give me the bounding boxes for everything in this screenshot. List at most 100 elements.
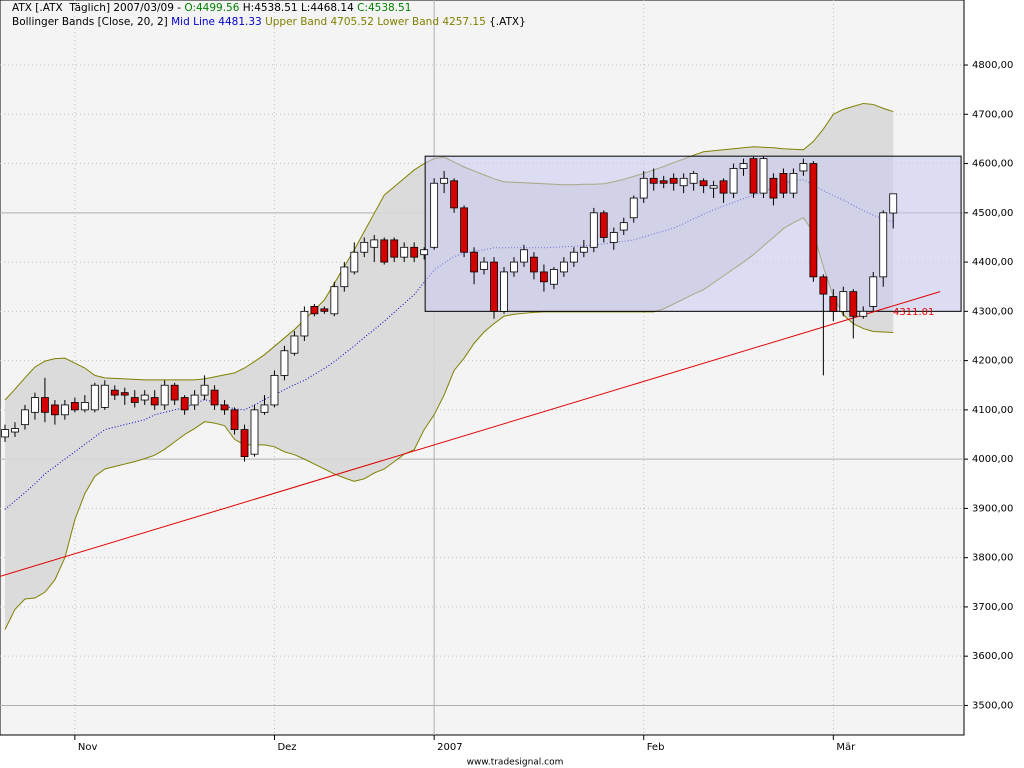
y-tick-label: 4800,00 [972, 60, 1013, 71]
candle-body [280, 350, 289, 376]
x-tick-label: Feb [647, 742, 665, 753]
candle-body [839, 291, 848, 312]
candle-body [390, 239, 399, 258]
candle-body [859, 310, 868, 317]
candle-body [530, 256, 538, 273]
candle-body [210, 389, 219, 406]
candle-body [51, 404, 59, 416]
y-tick-label: 3700,00 [972, 602, 1013, 613]
legend-line: Bollinger Bands [Close, 20, 2] Mid Line … [12, 16, 526, 28]
trend-label: 4311.01 [893, 307, 934, 318]
candle-body [589, 212, 598, 248]
y-tick-label: 3600,00 [972, 651, 1013, 662]
y-tick-label: 4000,00 [972, 454, 1013, 465]
candle-body [100, 384, 109, 408]
candle-body [300, 310, 309, 337]
candle-body [669, 177, 678, 184]
candle-body [400, 246, 409, 258]
candle-body [749, 158, 758, 194]
x-tick-label: Nov [78, 742, 98, 753]
candle-body [440, 177, 449, 184]
candle-body [789, 173, 798, 194]
candle-body [270, 374, 279, 406]
legend-line: ATX [.ATX Täglich] 2007/03/09 - O:4499.5… [12, 2, 411, 14]
candle-body [120, 392, 129, 396]
candle-body [450, 180, 459, 209]
candle-body [639, 177, 648, 199]
candle-body [520, 249, 528, 263]
candle-body [500, 271, 508, 312]
legend-text: Bollinger Bands [Close, 20, 2] [12, 16, 171, 28]
candle-body [180, 397, 189, 411]
trend-line [0, 291, 941, 577]
candle-body [540, 271, 548, 283]
candle-body [609, 232, 618, 243]
candle-body [140, 394, 149, 401]
candle-body [130, 397, 139, 403]
candle-body [90, 384, 99, 411]
legend: ATX [.ATX Täglich] 2007/03/09 - O:4499.5… [12, 2, 526, 28]
candle-body [759, 158, 768, 194]
candle-body [719, 180, 728, 194]
y-tick-label: 4500,00 [972, 208, 1013, 219]
candle-body [510, 261, 518, 273]
candle-body [659, 180, 668, 184]
candle-body [370, 239, 379, 248]
legend-text: C:4538.51 [357, 2, 411, 14]
candle-body [230, 409, 239, 430]
candle-body [41, 397, 49, 413]
y-tick-label: 4200,00 [972, 356, 1013, 367]
y-tick-label: 4400,00 [972, 257, 1013, 268]
candle-body [799, 163, 808, 172]
candle-body [320, 308, 329, 312]
candle-body [1, 429, 9, 438]
candle-body [480, 261, 488, 270]
candle-body [779, 173, 788, 194]
candle-body [809, 163, 818, 278]
legend-text: Upper Band 4705.52 Lower Band 4257.15 [262, 16, 486, 28]
candle-body [380, 239, 389, 263]
candle-body [559, 261, 568, 273]
candle-body [849, 291, 858, 317]
candle-body [250, 409, 259, 455]
candle-body [110, 389, 119, 396]
candle-body [629, 197, 638, 219]
candle-body [689, 173, 698, 184]
candle-body [490, 261, 498, 312]
y-tick-label: 3900,00 [972, 503, 1013, 514]
candle-body [819, 276, 828, 295]
footer: www.tradesignal.com [467, 758, 564, 768]
y-tick-label: 4600,00 [972, 159, 1013, 170]
candle-body [699, 180, 708, 187]
candle-body [619, 222, 628, 231]
candle-body [829, 296, 838, 312]
y-tick-label: 3500,00 [972, 700, 1013, 711]
candle-body [460, 207, 468, 253]
plot: 4311.01 [0, 102, 962, 630]
candle-body [709, 185, 718, 189]
candle-body [11, 428, 19, 433]
x-tick-label: Dez [277, 742, 296, 753]
x-tick-label: Mär [836, 742, 856, 753]
candle-body [579, 246, 588, 253]
candle-body [410, 246, 419, 258]
candle-body [150, 397, 159, 406]
candle-body [310, 306, 319, 315]
candle-body [340, 266, 349, 288]
candle-body [330, 286, 339, 315]
candle-body [569, 251, 578, 263]
candle-body [769, 177, 778, 199]
candle-body [360, 241, 369, 253]
x-tick-label: 2007 [437, 742, 462, 753]
candle-body [170, 384, 179, 401]
candle-body [160, 384, 169, 406]
legend-text: ATX [.ATX Täglich] 2007/03/09 - [12, 2, 184, 14]
y-tick-label: 4700,00 [972, 109, 1013, 120]
candle-body [70, 402, 79, 411]
candle-body [80, 402, 89, 411]
y-tick-label: 3800,00 [972, 553, 1013, 564]
candle-body [220, 404, 229, 411]
candle-body [879, 212, 888, 278]
